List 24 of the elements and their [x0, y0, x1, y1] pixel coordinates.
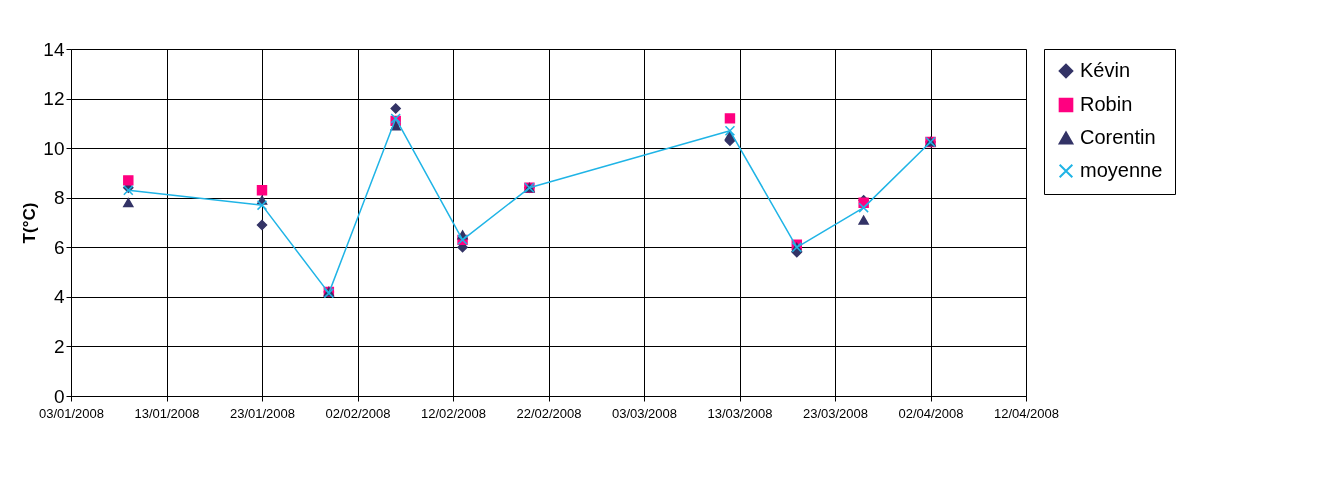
- y-tick-label: 0: [53, 385, 65, 407]
- x-tick-label: 22/02/2008: [516, 405, 582, 421]
- legend-label: Corentin: [1080, 126, 1156, 148]
- y-tick-label: 14: [43, 38, 65, 60]
- x-tick-label: 23/03/2008: [802, 405, 869, 421]
- y-tick-label: 2: [53, 335, 65, 357]
- x-tick-label: 23/01/2008: [229, 405, 296, 421]
- y-tick-label: 4: [53, 286, 65, 308]
- y-tick-label: 12: [43, 88, 65, 110]
- legend-label: Robin: [1080, 93, 1133, 115]
- x-tick-label: 02/02/2008: [325, 405, 391, 421]
- y-tick-label: 6: [53, 236, 65, 258]
- y-tick-label: 10: [43, 137, 65, 159]
- x-tick-label: 13/01/2008: [134, 405, 200, 421]
- legend-label: moyenne: [1080, 159, 1163, 181]
- y-tick-label: 8: [53, 187, 65, 209]
- x-tick-label: 13/03/2008: [707, 405, 773, 421]
- legend-label: Kévin: [1080, 59, 1131, 81]
- x-tick-label: 03/01/2008: [38, 405, 105, 421]
- y-axis-title: T(°C): [20, 202, 40, 244]
- x-tick-label: 12/02/2008: [420, 405, 487, 421]
- x-tick-label: 02/04/2008: [898, 405, 964, 421]
- x-tick-label: 12/04/2008: [993, 405, 1060, 421]
- x-tick-label: 03/03/2008: [611, 405, 678, 421]
